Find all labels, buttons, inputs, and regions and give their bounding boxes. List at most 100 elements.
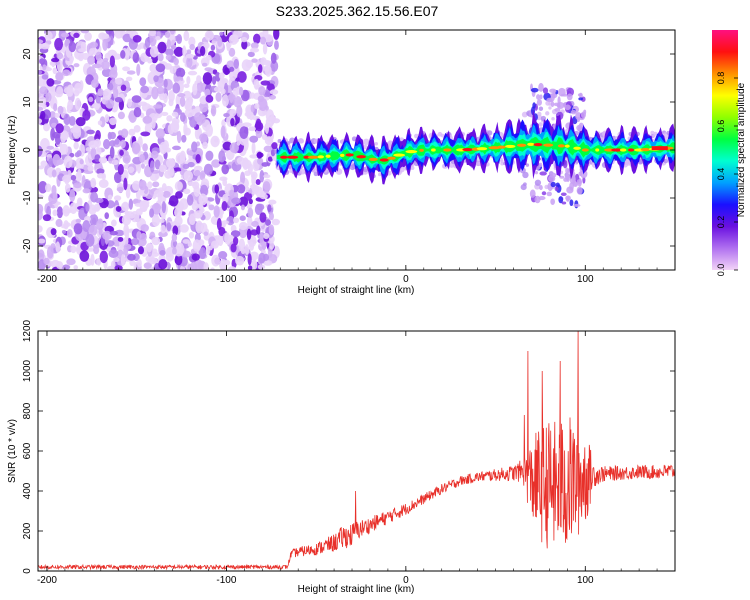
- noise-blob: [159, 93, 166, 101]
- noise-blob: [151, 214, 161, 227]
- noise-blob: [64, 178, 70, 185]
- noise-blob: [247, 253, 252, 266]
- noise-blob: [101, 60, 110, 70]
- signal-burst-blob: [554, 108, 561, 112]
- noise-blob: [56, 206, 64, 219]
- noise-blob: [255, 128, 263, 139]
- noise-blob: [98, 179, 109, 189]
- noise-blob: [132, 180, 141, 191]
- noise-blob: [235, 255, 245, 266]
- signal-hotspot: [543, 143, 554, 147]
- signal-burst-blob: [536, 94, 541, 100]
- noise-blob: [88, 96, 94, 103]
- noise-blob: [253, 78, 260, 90]
- signal-burst-blob: [559, 175, 565, 179]
- noise-blob: [270, 52, 277, 64]
- noise-blob: [239, 215, 246, 221]
- figure-title: S233.2025.362.15.56.E07: [276, 3, 439, 19]
- signal-burst-blob: [539, 185, 543, 191]
- noise-blob: [80, 30, 89, 34]
- noise-blob: [198, 193, 208, 206]
- signal-burst-blob: [534, 195, 541, 204]
- noise-blob: [230, 230, 241, 238]
- noise-blob: [109, 117, 117, 126]
- noise-blob: [131, 95, 142, 103]
- noise-blob: [46, 145, 55, 150]
- noise-blob: [132, 52, 140, 64]
- noise-blob: [52, 154, 61, 167]
- signal-hotspot: [651, 146, 668, 151]
- noise-blob: [86, 129, 95, 135]
- noise-blob: [186, 76, 191, 85]
- signal-hotspot: [379, 158, 389, 162]
- signal-burst-blob: [548, 175, 556, 182]
- noise-blob: [257, 264, 266, 270]
- noise-blob: [105, 30, 113, 35]
- signal-halo: [540, 115, 547, 122]
- noise-blob: [147, 57, 153, 64]
- noise-blob: [103, 139, 111, 150]
- signal-burst-blob: [570, 110, 577, 115]
- noise-blob: [94, 203, 101, 212]
- noise-blob: [109, 146, 115, 159]
- noise-blob: [246, 228, 252, 241]
- noise-blob: [109, 69, 118, 80]
- noise-blob: [146, 242, 153, 253]
- noise-blob: [224, 259, 231, 266]
- signal-hotspot: [619, 148, 627, 152]
- signal-hotspot: [356, 155, 367, 159]
- noise-blob: [85, 147, 91, 152]
- noise-blob: [221, 220, 230, 225]
- noise-blob: [177, 93, 186, 98]
- noise-blob: [138, 179, 147, 191]
- spectrogram-noise-blobs: [38, 30, 281, 270]
- noise-blob: [54, 37, 63, 51]
- noise-blob: [109, 131, 117, 140]
- signal-hotspot: [443, 148, 452, 152]
- noise-blob: [250, 42, 259, 50]
- noise-blob: [172, 225, 179, 236]
- colorbar-gradient: [712, 30, 738, 270]
- noise-blob: [171, 233, 178, 242]
- noise-blob: [229, 66, 235, 72]
- signal-burst-blob: [539, 171, 547, 176]
- signal-hotspot: [627, 148, 635, 152]
- signal-burst-blob: [569, 199, 574, 207]
- noise-blob: [66, 228, 73, 238]
- noise-blob: [51, 184, 57, 196]
- noise-blob: [140, 131, 151, 137]
- noise-blob: [248, 126, 257, 132]
- signal-halo: [500, 161, 504, 166]
- noise-blob: [149, 208, 155, 218]
- signal-halo: [440, 133, 445, 138]
- noise-blob: [73, 182, 82, 189]
- noise-blob: [46, 246, 54, 259]
- snr-y-tick-label: 200: [22, 522, 33, 539]
- signal-hotspot: [280, 155, 288, 159]
- noise-blob: [171, 111, 179, 117]
- noise-blob: [113, 257, 120, 263]
- noise-blob: [262, 253, 270, 261]
- signal-hotspot: [345, 153, 354, 157]
- noise-blob: [182, 45, 187, 58]
- noise-blob: [230, 117, 235, 127]
- noise-blob: [198, 239, 205, 246]
- noise-blob: [269, 240, 275, 250]
- noise-blob: [249, 135, 259, 143]
- noise-blob: [139, 153, 145, 163]
- noise-blob: [230, 243, 237, 253]
- noise-blob: [61, 264, 71, 270]
- noise-blob: [160, 224, 166, 234]
- noise-blob: [153, 104, 163, 109]
- signal-hotspot: [533, 142, 543, 147]
- noise-blob: [105, 98, 115, 109]
- noise-blob: [269, 89, 279, 95]
- noise-blob: [64, 183, 71, 193]
- noise-blob: [43, 123, 50, 132]
- noise-blob: [264, 219, 272, 226]
- signal-hotspot: [581, 148, 589, 152]
- noise-blob: [226, 60, 235, 69]
- noise-blob: [111, 219, 117, 227]
- signal-hotspot: [368, 157, 378, 161]
- noise-blob: [268, 224, 275, 236]
